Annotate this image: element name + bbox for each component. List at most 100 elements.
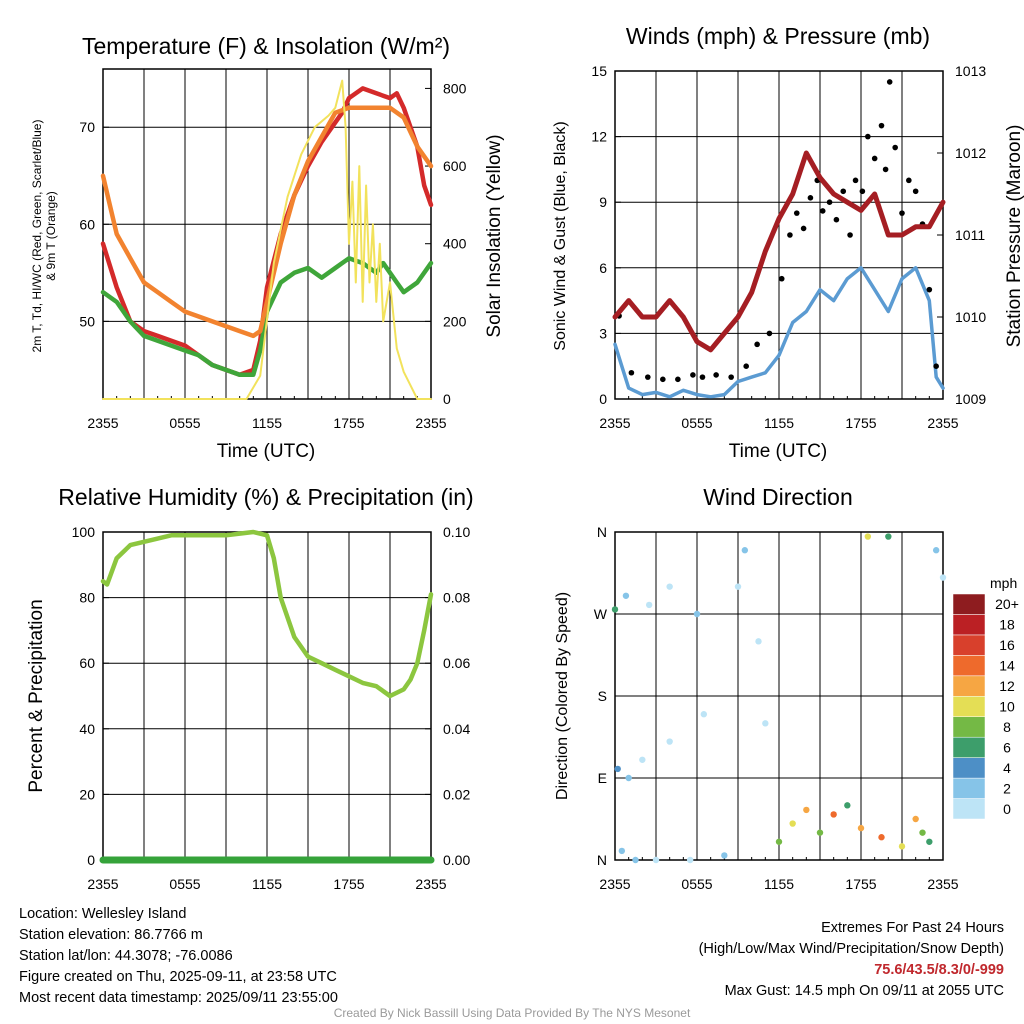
colorbar-swatch <box>952 593 986 615</box>
wind-gust-point <box>899 210 905 216</box>
wind-gust-point <box>906 177 912 184</box>
y-tick-label-left: 15 <box>591 63 607 79</box>
colorbar-label: 8 <box>1003 719 1011 735</box>
x-tick-label: 2355 <box>415 415 446 431</box>
temperature-ylabel-left-2: & 9m T (Orange) <box>44 191 58 281</box>
extremes-subtitle: (High/Low/Max Wind/Precipitation/Snow De… <box>698 941 1004 957</box>
wind-gust-point <box>852 177 859 184</box>
station-pressure-series-line <box>612 150 946 353</box>
colorbar-label: 0 <box>1003 801 1011 817</box>
wind-direction-point <box>645 601 653 609</box>
y-tick-label-right: 0.02 <box>443 786 470 802</box>
wind-direction-point <box>614 765 621 773</box>
station-elevation: Station elevation: 86.7766 m <box>19 927 203 943</box>
temperature-title: Temperature (F) & Insolation (W/m²) <box>82 33 450 59</box>
colorbar-swatch <box>952 614 986 636</box>
y-tick-label-left: 0 <box>87 852 95 868</box>
wind-direction-point <box>844 802 851 809</box>
y-tick-label-left: 40 <box>79 721 95 737</box>
wind-gust-point <box>886 79 893 85</box>
colorbar-label: 12 <box>999 678 1015 694</box>
wind-gust-point <box>871 155 878 162</box>
wind-direction-point <box>830 811 837 818</box>
wind-speed-colorbar: 0 2 4 6 8 10 12 14 16 18 20+ <box>952 593 1019 820</box>
max-gust: Max Gust: 14.5 mph On 09/11 at 2055 UTC <box>724 983 1004 999</box>
y-tick-label-right: 0.00 <box>443 852 470 868</box>
wind-gust-point <box>793 210 800 216</box>
x-tick-label: 2355 <box>599 876 630 892</box>
y-tick-label-left: N <box>597 524 607 540</box>
wind-gust-point <box>847 232 853 238</box>
x-tick-label: 2355 <box>415 876 446 892</box>
wind-direction-point <box>919 829 926 836</box>
wind-gust-point <box>713 372 719 378</box>
x-tick-label: 2355 <box>927 415 958 431</box>
y-tick-label-right: 0.10 <box>443 524 470 540</box>
temperature-ylabel-right: Solar Insolation (Yellow) <box>484 134 505 337</box>
figure-created: Figure created on Thu, 2025-09-11, at 23… <box>19 969 337 985</box>
y-tick-label-right: 0.04 <box>443 721 470 737</box>
wind-direction-point <box>700 711 708 718</box>
x-tick-label: 1755 <box>845 415 876 431</box>
y-tick-label-right: 0 <box>443 391 451 407</box>
credit-line: Created By Nick Bassill Using Data Provi… <box>333 1006 691 1020</box>
colorbar-label: 14 <box>999 658 1015 674</box>
wind-direction-point <box>878 834 885 841</box>
wind-direction-point <box>775 838 783 845</box>
wind-direction-point <box>741 547 749 554</box>
wind-gust-point <box>892 144 898 151</box>
colorbar-swatch <box>952 675 986 697</box>
wind-gust-point <box>826 199 833 205</box>
wind-gust-point <box>807 195 814 201</box>
winds-title: Winds (mph) & Pressure (mb) <box>626 23 930 49</box>
x-tick-label: 2355 <box>599 415 630 431</box>
colorbar-label: 20+ <box>995 596 1019 612</box>
x-tick-label: 1155 <box>252 415 282 431</box>
plot-frame <box>614 70 944 400</box>
x-tick-label: 0555 <box>681 876 712 892</box>
station-latlon: Station lat/lon: 44.3078; -76.0086 <box>19 948 233 964</box>
wind-gust-point <box>728 374 734 380</box>
y-tick-label-left: E <box>598 770 607 786</box>
station-info: Location: Wellesley Island Station eleva… <box>19 904 338 1009</box>
wind-direction-plot-area: N E S W N 2355 0555 1155 1755 2355 <box>594 524 959 892</box>
y-tick-label-left: 70 <box>79 119 95 135</box>
x-tick-label: 2355 <box>87 415 118 431</box>
x-tick-label: 2355 <box>927 876 958 892</box>
y-tick-label-left: W <box>594 606 608 622</box>
plot-frame <box>102 68 432 400</box>
y-tick-label-right: 1010 <box>955 309 986 325</box>
y-tick-label-left: 50 <box>79 313 95 329</box>
y-tick-label-left: N <box>597 852 607 868</box>
wind-direction-point <box>864 533 872 540</box>
wind-gust-point <box>865 133 871 140</box>
colorbar-label: 16 <box>999 637 1015 653</box>
y-tick-label-right: 1011 <box>955 227 985 243</box>
wind-gust-point <box>660 376 666 383</box>
winds-panel: Winds (mph) & Pressure (mb) 0 3 6 9 12 15 1009… <box>552 23 1024 462</box>
wind-gust-point <box>819 208 826 214</box>
wind-direction-title: Wind Direction <box>703 484 853 510</box>
winds-ylabel-right: Station Pressure (Maroon) <box>1004 125 1024 348</box>
x-tick-label: 1155 <box>764 415 794 431</box>
humidity-title: Relative Humidity (%) & Precipitation (i… <box>58 484 473 510</box>
wind-direction-point <box>755 638 762 645</box>
wind-direction-point <box>618 847 626 855</box>
station-location: Location: Wellesley Island <box>19 906 187 922</box>
y-tick-label-left: 60 <box>79 655 95 671</box>
x-tick-label: 2355 <box>87 876 118 892</box>
wind-gust-point <box>690 372 696 378</box>
y-tick-label-right: 1013 <box>955 63 986 79</box>
y-tick-label-right: 0.06 <box>443 655 470 671</box>
wind-direction-point <box>666 583 673 590</box>
colorbar-unit-label: mph <box>990 575 1017 591</box>
wind-gust-point <box>912 188 919 195</box>
colorbar-swatch <box>952 736 986 758</box>
solar-insolation-series-line <box>102 79 432 400</box>
x-tick-label: 0555 <box>681 415 712 431</box>
wind-gust-point <box>743 363 749 370</box>
y-tick-label-left: 100 <box>72 524 96 540</box>
wind-direction-ylabel-left: Direction (Colored By Speed) <box>554 592 571 800</box>
extremes-info: Extremes For Past 24 Hours (High/Low/Max… <box>699 918 1004 1002</box>
wind-gust-point <box>754 341 760 348</box>
